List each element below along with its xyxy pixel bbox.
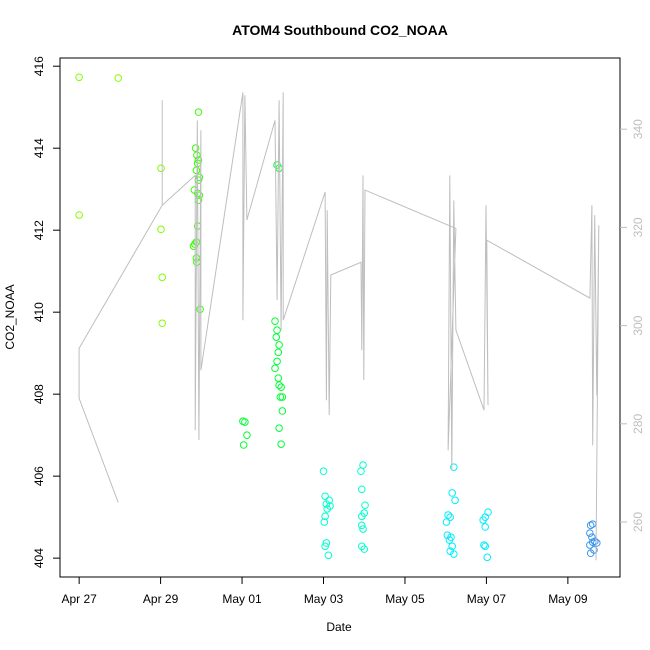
y-axis-label: CO2_NOAA: [3, 284, 17, 349]
y2-tick-label: 340: [631, 119, 645, 139]
point: [158, 273, 167, 282]
point: [275, 341, 283, 349]
y2-tick-label: 280: [631, 413, 645, 433]
y2-tick-label: 320: [631, 217, 645, 237]
point: [450, 463, 458, 471]
point: [479, 516, 487, 524]
point: [357, 521, 366, 530]
point: [361, 501, 369, 510]
x-tick-label: May 03: [304, 592, 344, 606]
x-tick-label: Apr 27: [61, 592, 97, 606]
chart-title: ATOM4 Southbound CO2_NOAA: [232, 22, 448, 38]
point: [271, 364, 279, 373]
y-tick-label: 416: [32, 56, 46, 76]
point: [481, 542, 489, 551]
point: [114, 74, 123, 82]
point: [448, 542, 457, 551]
point: [322, 500, 331, 508]
x-axis-label: Date: [326, 620, 352, 634]
point: [241, 418, 249, 426]
point: [277, 440, 285, 448]
point: [445, 536, 454, 544]
point: [323, 505, 331, 513]
point: [157, 164, 165, 173]
point: [586, 541, 594, 549]
point: [443, 531, 452, 539]
point: [450, 550, 458, 558]
point: [357, 512, 366, 521]
point: [75, 73, 83, 82]
point: [273, 357, 281, 366]
point: [275, 424, 283, 432]
y2-tick-label: 260: [631, 512, 645, 532]
x-tick-label: May 09: [548, 592, 588, 606]
point: [451, 496, 459, 505]
point: [324, 551, 333, 560]
point: [192, 166, 201, 175]
y-tick-label: 410: [32, 302, 46, 322]
point: [321, 492, 329, 501]
point: [448, 489, 457, 497]
point: [75, 211, 83, 219]
point: [194, 108, 203, 116]
point: [446, 513, 454, 521]
point: [357, 467, 365, 476]
line: [78, 92, 600, 561]
point: [321, 542, 329, 551]
point: [480, 541, 488, 549]
point: [271, 317, 279, 325]
point: [481, 523, 489, 531]
point: [274, 348, 283, 357]
point: [195, 191, 204, 200]
point: [586, 549, 595, 558]
point: [239, 441, 248, 449]
point: [442, 518, 451, 526]
plot-frame: [59, 57, 621, 578]
point: [158, 319, 167, 328]
point: [444, 511, 452, 519]
point: [319, 467, 328, 476]
x-tick-label: May 07: [467, 592, 507, 606]
point: [320, 518, 329, 526]
point: [357, 485, 366, 494]
point: [586, 529, 594, 537]
point: [194, 156, 203, 164]
point: [278, 407, 287, 415]
point: [276, 393, 285, 401]
x-tick-label: May 01: [222, 592, 262, 606]
point: [272, 333, 281, 341]
point: [322, 539, 331, 547]
point: [275, 381, 283, 389]
point: [157, 225, 165, 234]
y2-tick-label: 300: [631, 315, 645, 335]
point: [360, 545, 369, 553]
x-tick-label: Apr 29: [143, 592, 179, 606]
y-tick-label: 406: [32, 466, 46, 486]
point: [278, 393, 287, 401]
y-tick-label: 408: [32, 384, 46, 404]
y-tick-label: 404: [32, 548, 46, 568]
point: [592, 539, 601, 547]
point: [277, 383, 285, 391]
point: [191, 144, 200, 152]
point: [586, 521, 595, 530]
y-tick-label: 414: [32, 138, 46, 158]
x-tick-label: May 05: [385, 592, 425, 606]
point: [243, 431, 251, 439]
point: [321, 512, 329, 521]
point: [359, 525, 367, 533]
y-tick-label: 412: [32, 220, 46, 240]
point: [483, 553, 492, 562]
